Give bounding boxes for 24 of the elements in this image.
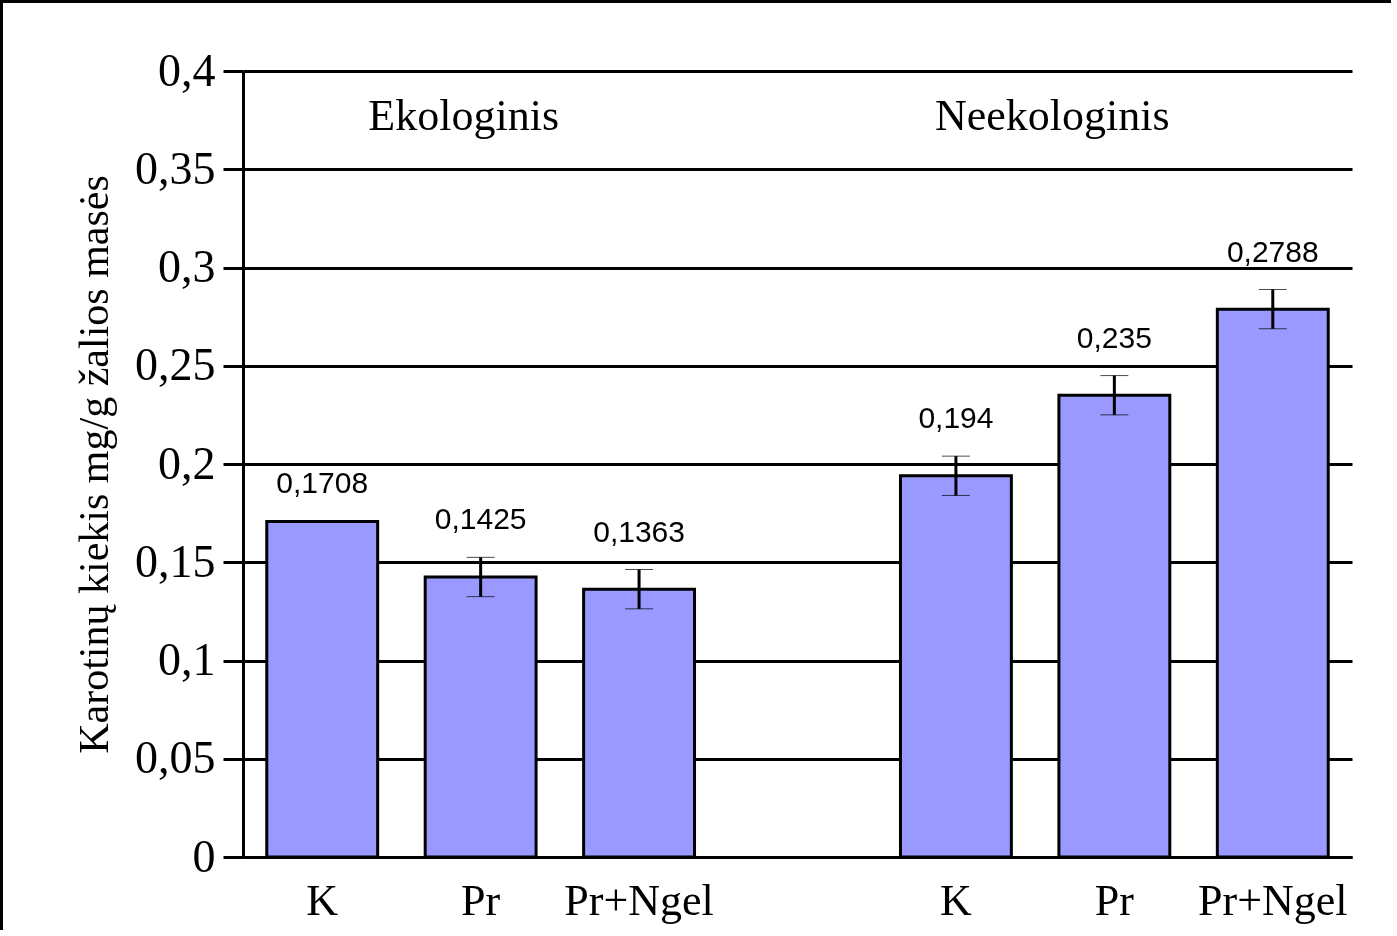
y-tick-label: 0,4 (158, 44, 216, 96)
annotation: Ekologinis (368, 91, 560, 140)
annotation: Neekologinis (934, 91, 1170, 140)
x-tick-label: Pr+Ngel (1198, 875, 1348, 925)
data-label: 0,235 (1076, 320, 1152, 354)
y-tick-label: 0,05 (135, 732, 216, 784)
y-tick-label: 0,1 (158, 634, 216, 685)
data-label: 0,2788 (1226, 234, 1319, 268)
y-tick-label: 0,15 (135, 535, 216, 587)
y-tick-label: 0,3 (158, 241, 216, 292)
y-tick-label: 0 (192, 830, 216, 882)
x-tick-label: K (306, 875, 339, 925)
x-tick-label: Pr (461, 875, 501, 925)
y-tick-label: 0,25 (135, 339, 216, 391)
y-axis-title: Karotinų kiekis mg/g žalios masės (71, 175, 117, 754)
data-label: 0,194 (918, 401, 994, 435)
y-tick-label: 0,35 (135, 142, 216, 194)
x-tick-label: Pr (1094, 875, 1135, 925)
y-tick-label: 0,2 (158, 437, 216, 489)
x-tick-label: Pr+Ngel (564, 875, 714, 925)
data-label: 0,1425 (434, 502, 527, 536)
data-label: 0,1363 (593, 514, 685, 548)
x-tick-label: K (940, 875, 973, 925)
data-label: 0,1708 (276, 466, 369, 500)
